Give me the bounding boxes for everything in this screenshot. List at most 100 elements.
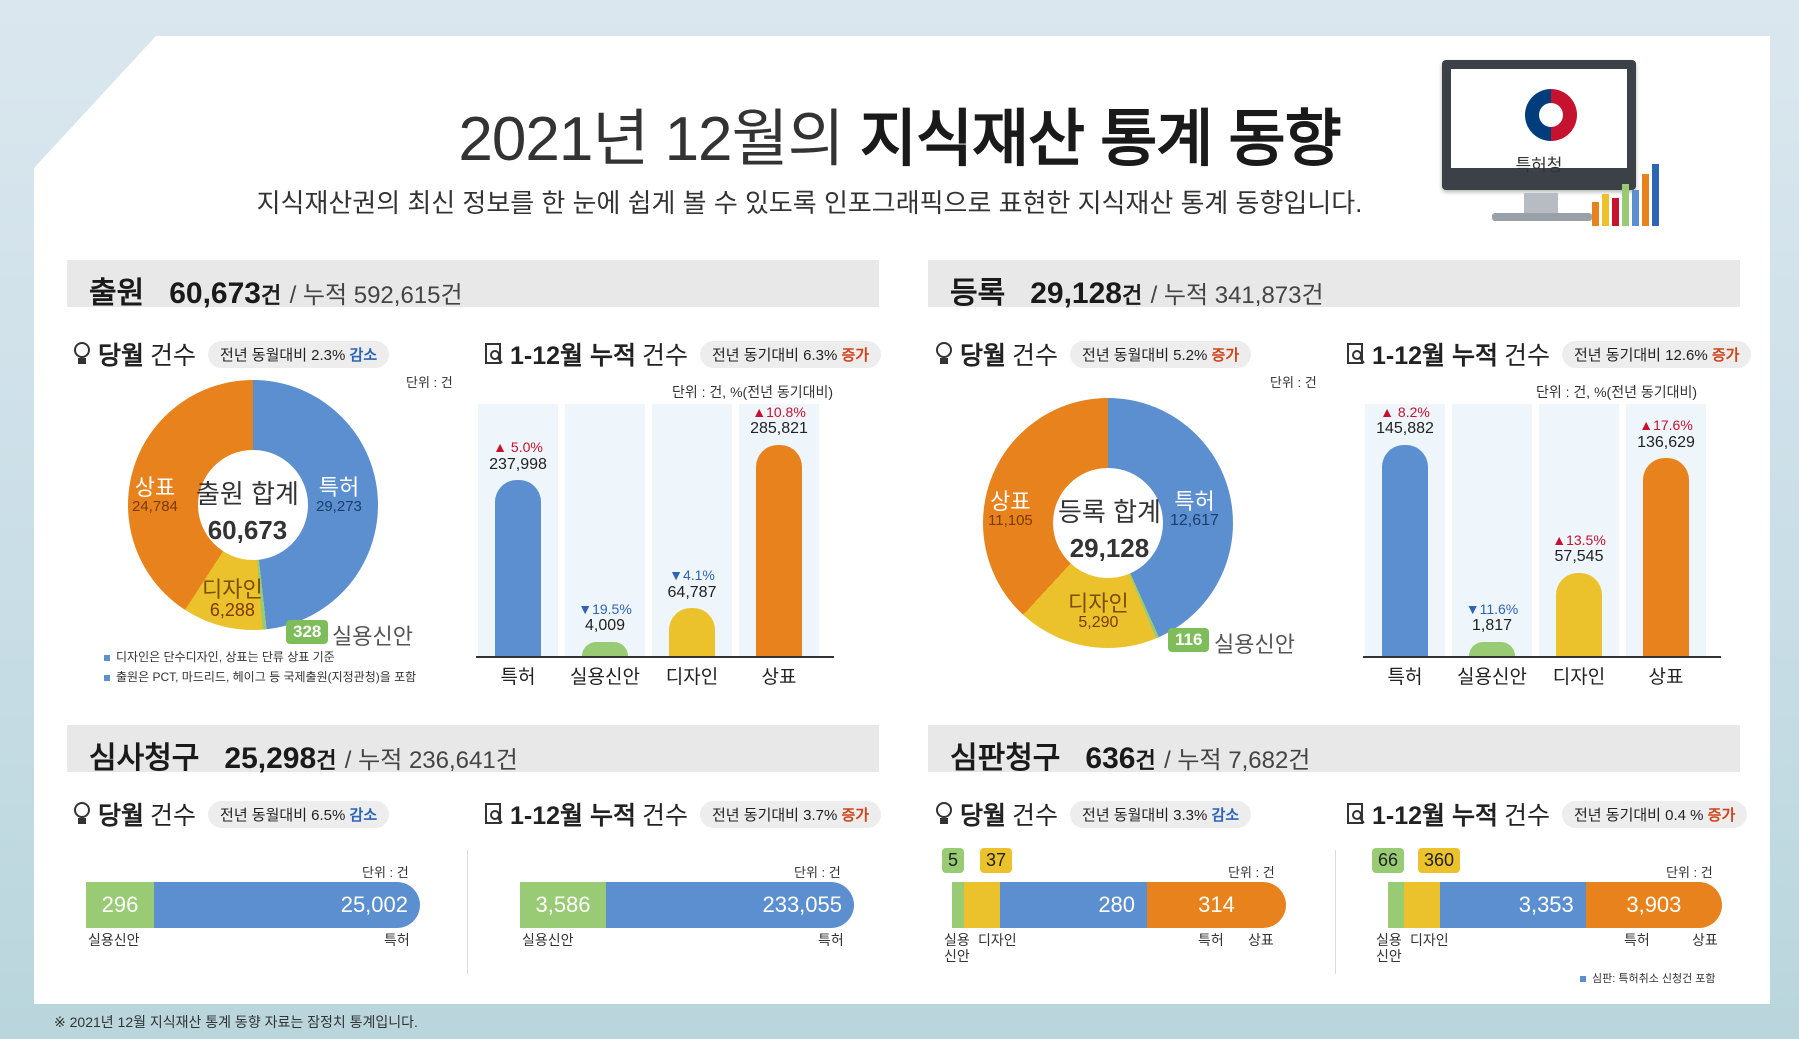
mini-chart-icon (1590, 156, 1670, 226)
segment-value: 280 (1098, 892, 1136, 917)
page-title: 2021년 12월의 지식재산 통계 동향 (458, 105, 1341, 174)
bar-number: 145,882 (1376, 420, 1434, 438)
category-label: 디자인 (978, 932, 1017, 948)
stacked-bar: 3,586 233,055 (520, 882, 854, 928)
x-tick-label: 특허 (1387, 667, 1423, 688)
reg-donut-design-label: 디자인 5,290 (1068, 591, 1129, 632)
bar-디자인 (1556, 572, 1602, 656)
segment-특허: 3,353 (1440, 882, 1586, 928)
segment-상표: 314 (1147, 882, 1286, 928)
segment-디자인 (964, 882, 1000, 928)
logo-text: 특허청 (1515, 156, 1563, 175)
monitor-screen: 특허청 (1442, 60, 1636, 190)
reg-donut-patent-label: 특허 12,617 (1170, 489, 1219, 530)
bar-number: 237,998 (489, 455, 547, 473)
unit-label: 단위 : 건 (406, 375, 453, 390)
x-tick-label: 실용신안 (570, 667, 640, 688)
segment-value: 296 (101, 892, 139, 917)
reg-monthly-donut (983, 398, 1233, 648)
reg-cum-change-pill: 전년 동기대비 12.6% 증가 (1562, 340, 1752, 368)
reg-utility-badge: 116 (1168, 628, 1210, 652)
section-registration-header: 등록 29,128건 / 누적 341,873건 (928, 260, 1740, 310)
bar-column-bg (1452, 404, 1532, 656)
stacked-bar: 280 314 (952, 882, 1286, 928)
app-donut-patent-label: 특허 29,273 (316, 475, 362, 516)
x-axis (476, 656, 834, 658)
trial-note: 심판: 특허취소 신청건 포함 (1580, 970, 1716, 986)
category-label: 실용신안 (88, 932, 140, 948)
app-monthly-donut (128, 380, 378, 630)
unit-label: 단위 : 건 (1270, 375, 1317, 390)
segment-value: 314 (1198, 892, 1235, 917)
segment-tag: 66 (1372, 848, 1405, 873)
category-label: 상표 (1248, 932, 1274, 948)
section-trial-header: 심판청구 636건 / 누적 7,682건 (928, 725, 1740, 775)
app-donut-trademark-label: 상표 24,784 (132, 475, 178, 516)
bar-value-label: ▲10.8% 285,821 (729, 404, 829, 438)
lightbulb-icon (74, 802, 90, 824)
app-monthly-heading: 당월 건수 전년 동월대비 2.3% 감소 (72, 336, 390, 372)
bar-value-label: ▲ 5.0% 237,998 (468, 439, 568, 473)
footer-note: ※ 2021년 12월 지식재산 통계 동향 자료는 잠정치 통계입니다. (54, 1014, 418, 1030)
app-cum-change-pill: 전년 동기대비 6.3% 증가 (700, 340, 882, 368)
bar-number: 285,821 (750, 420, 808, 438)
segment-tag: 37 (980, 848, 1013, 873)
bar-상표 (1643, 458, 1689, 656)
trial-cum-change-pill: 전년 동기대비 0.4 % 증가 (1562, 800, 1748, 828)
bar-실용신안 (582, 642, 628, 656)
x-tick-label: 특허 (500, 667, 536, 688)
unit-label: 단위 : 건 (1666, 865, 1713, 880)
exam-monthly-change-pill: 전년 동월대비 6.5% 감소 (208, 800, 390, 828)
trial-monthly-change-pill: 전년 동월대비 3.3% 감소 (1070, 800, 1252, 828)
segment-value: 3,903 (1626, 892, 1682, 917)
unit-label: 단위 : 건 (1228, 865, 1275, 880)
bar-change-label: ▲17.6% (1639, 417, 1693, 434)
exam-cum-change-pill: 전년 동기대비 3.7% 증가 (700, 800, 882, 828)
segment-실용신안 (952, 882, 964, 928)
lightbulb-icon (936, 802, 952, 824)
segment-value: 3,586 (535, 892, 591, 917)
bar-number: 64,787 (667, 583, 717, 601)
bar-value-label: ▲17.6% 136,629 (1616, 417, 1716, 451)
bar-특허 (495, 480, 541, 656)
bar-number: 1,817 (1471, 617, 1513, 635)
stacked-bar: 296 25,002 (86, 882, 420, 928)
section-application-header: 출원 60,673건 / 누적 592,615건 (67, 260, 879, 310)
bar-change-label: ▲13.5% (1552, 531, 1606, 548)
magnifier-doc-icon (1347, 803, 1365, 824)
segment-특허: 25,002 (154, 882, 420, 928)
category-label: 상표 (1692, 932, 1718, 948)
bar-value-label: ▲13.5% 57,545 (1529, 531, 1629, 566)
bar-number: 4,009 (584, 617, 626, 635)
segment-tag: 5 (942, 848, 965, 873)
unit-label: 단위 : 건 (362, 865, 409, 880)
category-label: 특허 (818, 932, 844, 948)
magnifier-doc-icon (485, 803, 503, 824)
unit-label: 단위 : 건 (794, 865, 841, 880)
app-cum-heading: 1-12월 누적 건수 전년 동기대비 6.3% 증가 (484, 336, 882, 372)
category-label: 실용신안 (522, 932, 574, 948)
exam-cum-heading: 1-12월 누적 건수 전년 동기대비 3.7% 증가 (484, 796, 882, 832)
segment-특허: 280 (1000, 882, 1148, 928)
kipo-monitor-illustration: 특허청 (1440, 58, 1666, 228)
x-tick-label: 디자인 (1552, 667, 1606, 688)
bar-디자인 (669, 608, 715, 656)
segment-value: 233,055 (762, 892, 842, 917)
bar-number: 57,545 (1554, 548, 1604, 566)
app-note-1: 디자인은 단수디자인, 상표는 단류 상표 기준 (104, 648, 335, 665)
app-donut-design-label: 디자인 6,288 (202, 577, 263, 621)
app-note-2: 출원은 PCT, 마드리드, 헤이그 등 국제출원(지정관청)을 포함 (104, 668, 416, 685)
bar-change-label: ▼11.6% (1465, 601, 1519, 617)
unit-pct-label: 단위 : 건, %(전년 동기대비) (672, 384, 834, 400)
category-label: 특허 (384, 932, 410, 948)
x-tick-label: 디자인 (665, 667, 719, 688)
lightbulb-icon (74, 342, 90, 364)
segment-실용신안 (1388, 882, 1404, 928)
trial-monthly-heading: 당월 건수 전년 동월대비 3.3% 감소 (934, 796, 1252, 832)
reg-donut-center: 등록 합계 29,128 (1058, 497, 1161, 563)
lightbulb-icon (936, 342, 952, 364)
segment-tag: 360 (1418, 848, 1461, 873)
unit-pct-label: 단위 : 건, %(전년 동기대비) (1536, 384, 1698, 400)
app-donut-center: 출원 합계 60,673 (196, 479, 299, 545)
category-label: 실용 신안 (1376, 932, 1402, 965)
